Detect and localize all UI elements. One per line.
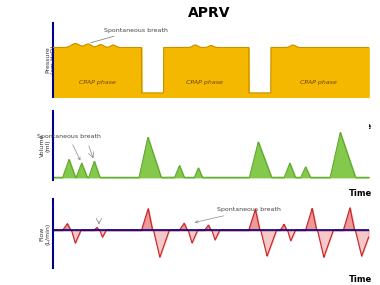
Text: CPAP phase: CPAP phase <box>300 80 337 85</box>
Text: Release phase: Release phase <box>167 124 212 129</box>
Text: Time: Time <box>348 189 372 198</box>
Text: Spontaneous breath: Spontaneous breath <box>90 28 168 43</box>
Y-axis label: Flow
(L/min): Flow (L/min) <box>40 223 51 245</box>
Text: Time: Time <box>348 275 372 284</box>
Text: APRV: APRV <box>188 6 230 20</box>
Text: Spontaneous breath: Spontaneous breath <box>37 135 101 160</box>
Y-axis label: Volume
(ml): Volume (ml) <box>40 134 51 157</box>
Y-axis label: Pressure
(cm H₂O): Pressure (cm H₂O) <box>45 46 56 74</box>
Text: CPAP phase: CPAP phase <box>186 80 223 85</box>
Text: CPAP phase: CPAP phase <box>79 80 116 85</box>
Text: Time: Time <box>348 122 372 131</box>
Text: Spontaneous breath: Spontaneous breath <box>195 207 281 223</box>
